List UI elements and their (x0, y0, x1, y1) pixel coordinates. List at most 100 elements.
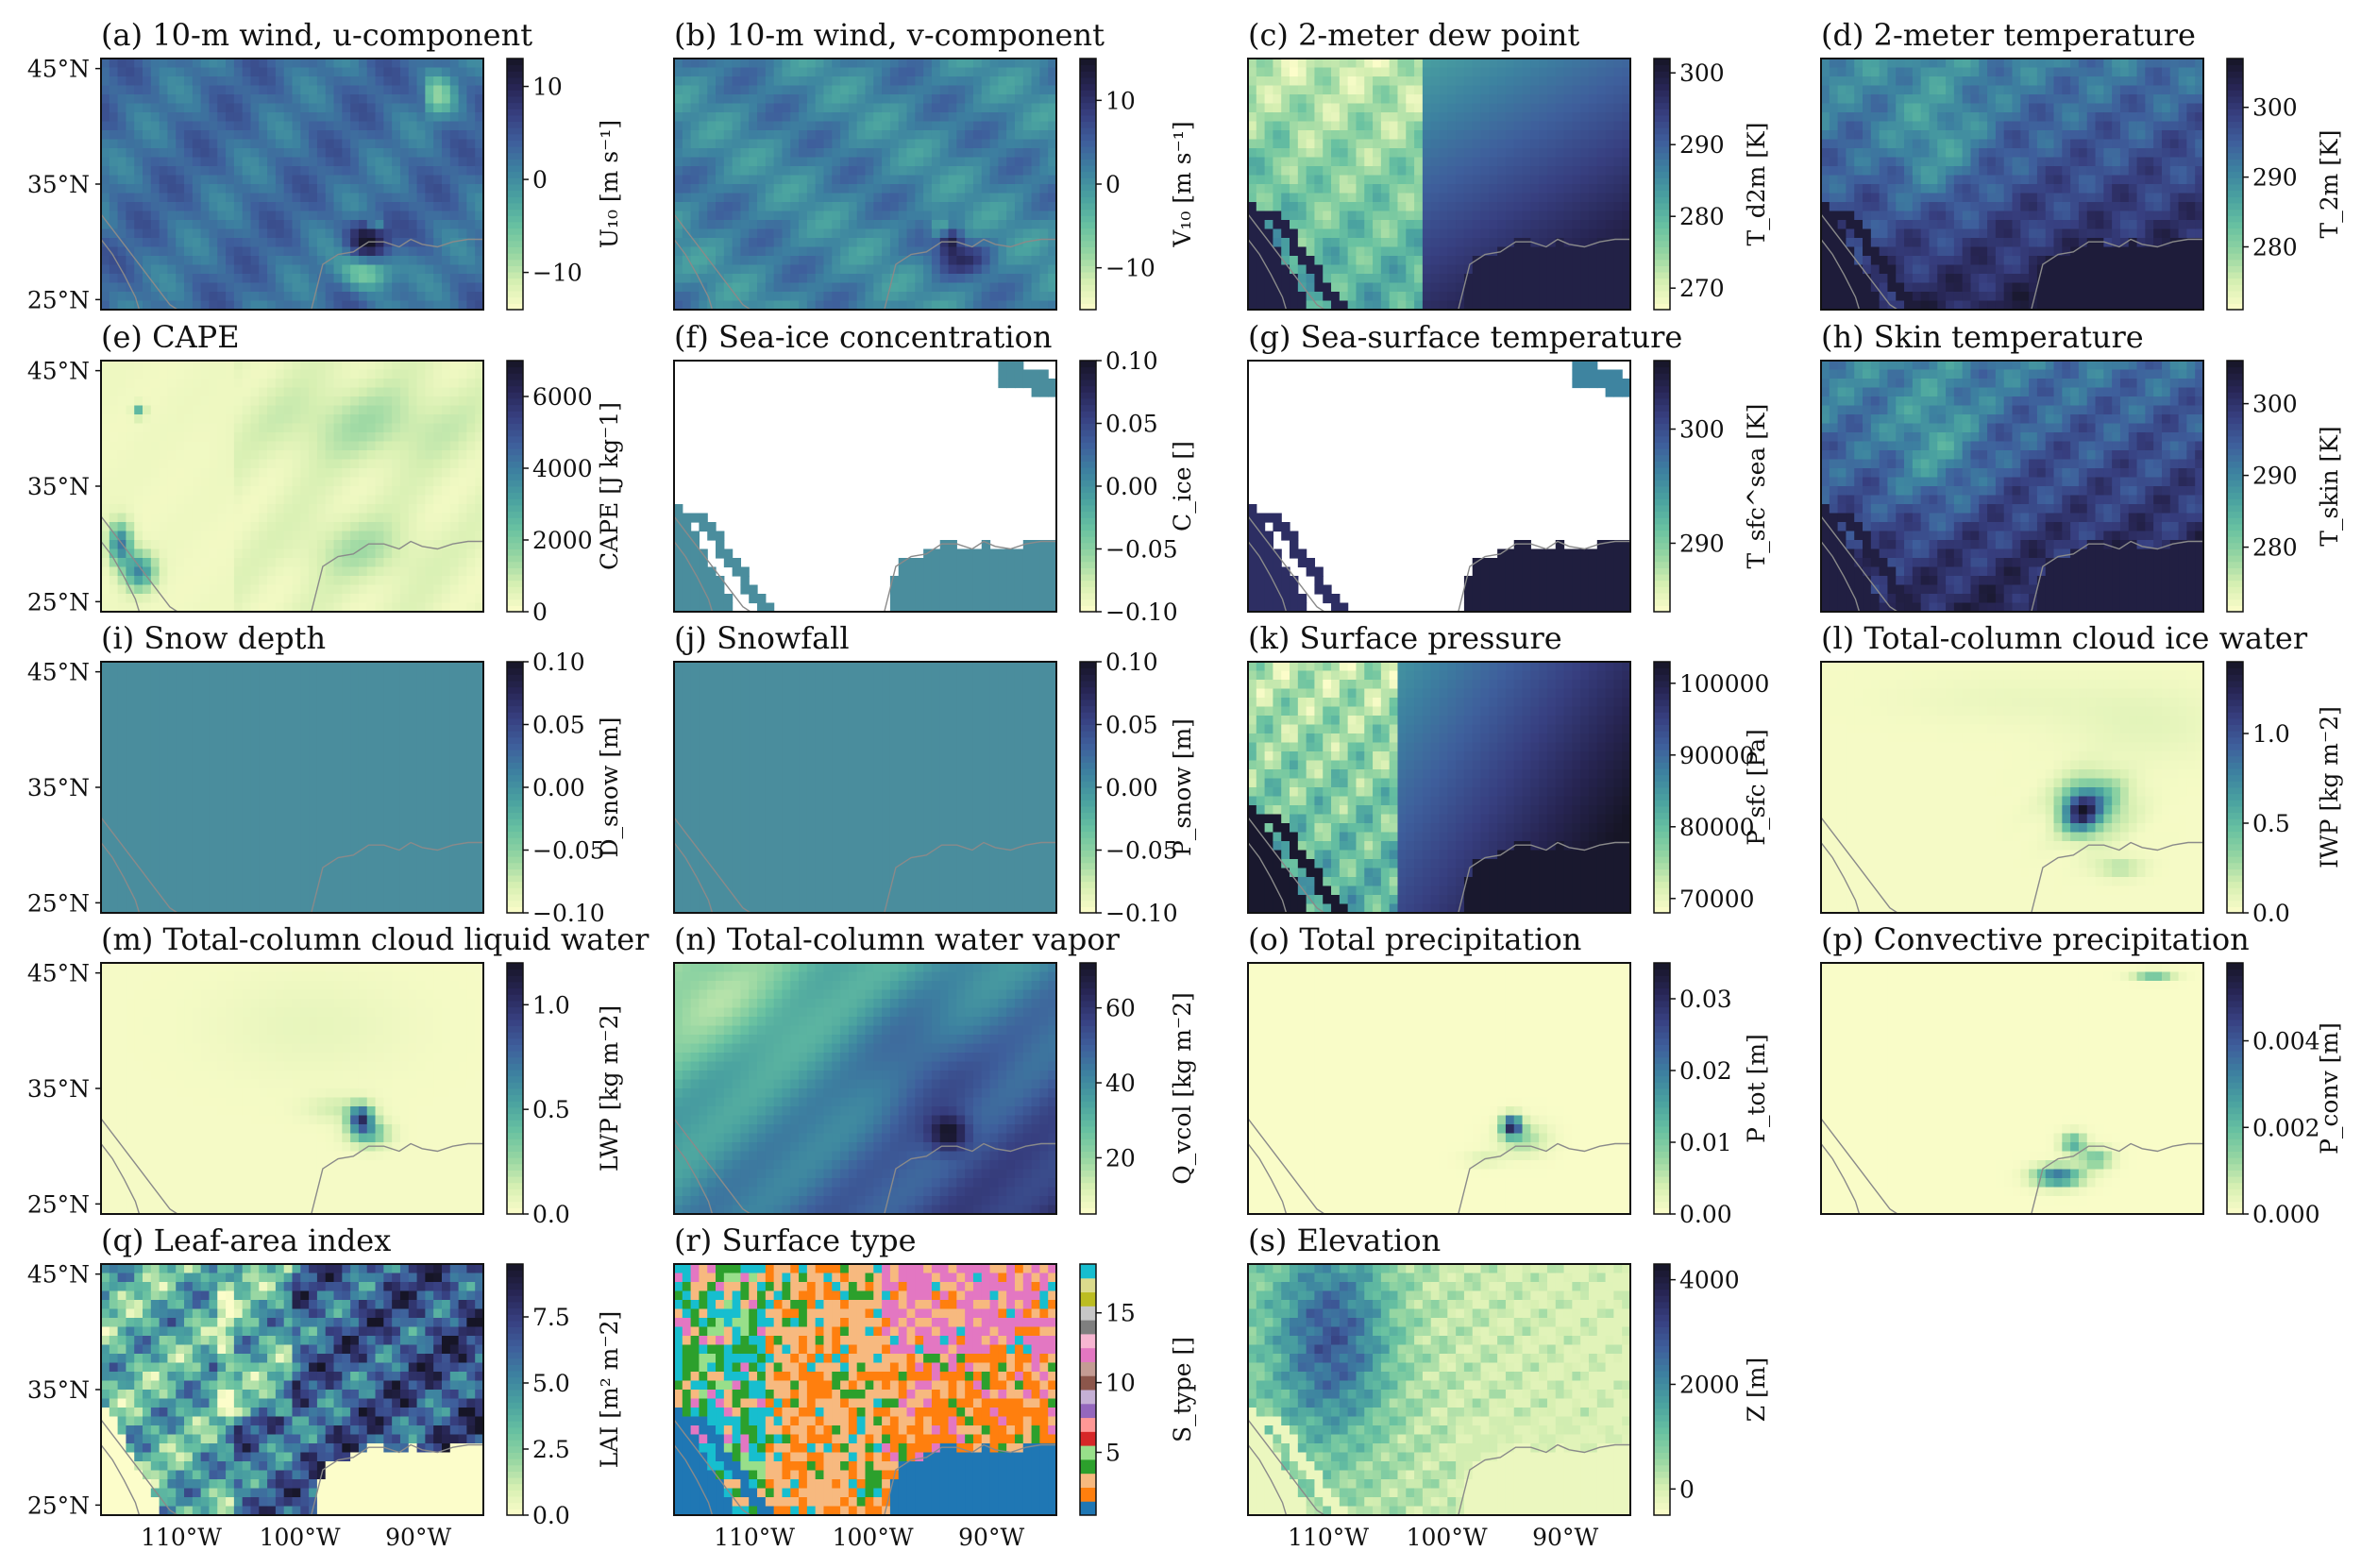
map-cell (1904, 211, 1914, 221)
map-cell (1539, 238, 1548, 248)
colorbar-segment (1080, 114, 1096, 122)
map-cell (699, 67, 708, 77)
map-cell (176, 246, 185, 257)
map-cell (1290, 300, 1299, 311)
map-cell (931, 300, 941, 311)
colorbar-segment (1654, 171, 1670, 178)
map-cell (2128, 112, 2138, 123)
map-cell (948, 76, 957, 87)
map-cell (690, 67, 700, 77)
map-cell (690, 139, 700, 149)
map-cell (782, 274, 791, 284)
map-cell (1605, 121, 1614, 131)
map-cell (1014, 246, 1024, 257)
map-cell (699, 184, 708, 194)
map-cell (1331, 103, 1341, 113)
map-cell (167, 121, 177, 131)
map-cell (1896, 184, 1905, 194)
map-cell (392, 76, 401, 87)
map-cell (740, 67, 750, 77)
map-cell (283, 85, 294, 95)
map-cell (143, 59, 152, 69)
map-cell (2062, 220, 2071, 230)
map-cell (972, 282, 983, 293)
map-cell (1281, 85, 1290, 95)
map-cell (1397, 238, 1407, 248)
map-cell (2195, 175, 2204, 185)
map-cell (1306, 130, 1316, 141)
map-cell (159, 175, 169, 185)
map-cell (1323, 184, 1332, 194)
map-cell (101, 94, 110, 105)
map-cell (1356, 184, 1365, 194)
map-cell (1887, 228, 1897, 239)
map-cell (441, 157, 451, 167)
map-cell (815, 220, 825, 230)
map-cell (1397, 121, 1407, 131)
map-cell (416, 94, 426, 105)
map-cell (723, 220, 734, 230)
colorbar-segment (1080, 202, 1096, 211)
map-cell (192, 76, 202, 87)
map-cell (1929, 67, 1938, 77)
map-cell (1546, 264, 1557, 275)
map-cell (408, 94, 418, 105)
map-cell (915, 139, 924, 149)
map-cell (773, 121, 784, 131)
map-cell (2078, 202, 2088, 212)
map-cell (1920, 157, 1931, 167)
map-cell (101, 112, 110, 123)
map-cell (2178, 130, 2187, 141)
map-cell (209, 94, 218, 105)
map-cell (1596, 274, 1607, 284)
map-cell (840, 256, 850, 266)
map-cell (1364, 292, 1374, 302)
map-cell (143, 85, 152, 95)
map-cell (1555, 67, 1565, 77)
map-cell (699, 264, 708, 275)
map-cell (1863, 103, 1872, 113)
map-cell (1031, 157, 1040, 167)
map-cell (1489, 246, 1498, 257)
map-cell (1863, 175, 1872, 185)
map-cell (1596, 184, 1607, 194)
map-cell (150, 103, 160, 113)
map-cell (259, 238, 268, 248)
map-cell (433, 282, 443, 293)
map-cell (931, 157, 941, 167)
map-cell (682, 228, 692, 239)
map-cell (2062, 166, 2071, 177)
map-cell (965, 175, 974, 185)
map-cell (392, 94, 401, 105)
map-cell (823, 175, 833, 185)
map-cell (707, 130, 717, 141)
map-cell (981, 202, 991, 212)
map-cell (873, 193, 883, 203)
map-cell (931, 228, 941, 239)
map-cell (2086, 139, 2097, 149)
map-cell (316, 130, 327, 141)
map-cell (773, 139, 784, 149)
map-cell (2153, 175, 2163, 185)
map-cell (109, 228, 119, 239)
map-cell (773, 59, 784, 69)
map-cell (1014, 238, 1024, 248)
map-cell (1953, 220, 1964, 230)
map-cell (939, 85, 950, 95)
map-cell (449, 246, 460, 257)
map-cell (981, 228, 991, 239)
colorbar-segment (507, 59, 523, 66)
map-cell (972, 130, 983, 141)
map-cell (1829, 67, 1839, 77)
map-cell (325, 228, 335, 239)
map-cell (1472, 220, 1482, 230)
map-cell (682, 76, 692, 87)
map-cell (366, 85, 377, 95)
map-cell (939, 76, 950, 87)
map-cell (1422, 228, 1432, 239)
map-cell (416, 59, 426, 69)
map-cell (1380, 274, 1391, 284)
map-cell (2036, 193, 2047, 203)
map-cell (1248, 148, 1257, 159)
map-cell (1347, 76, 1358, 87)
